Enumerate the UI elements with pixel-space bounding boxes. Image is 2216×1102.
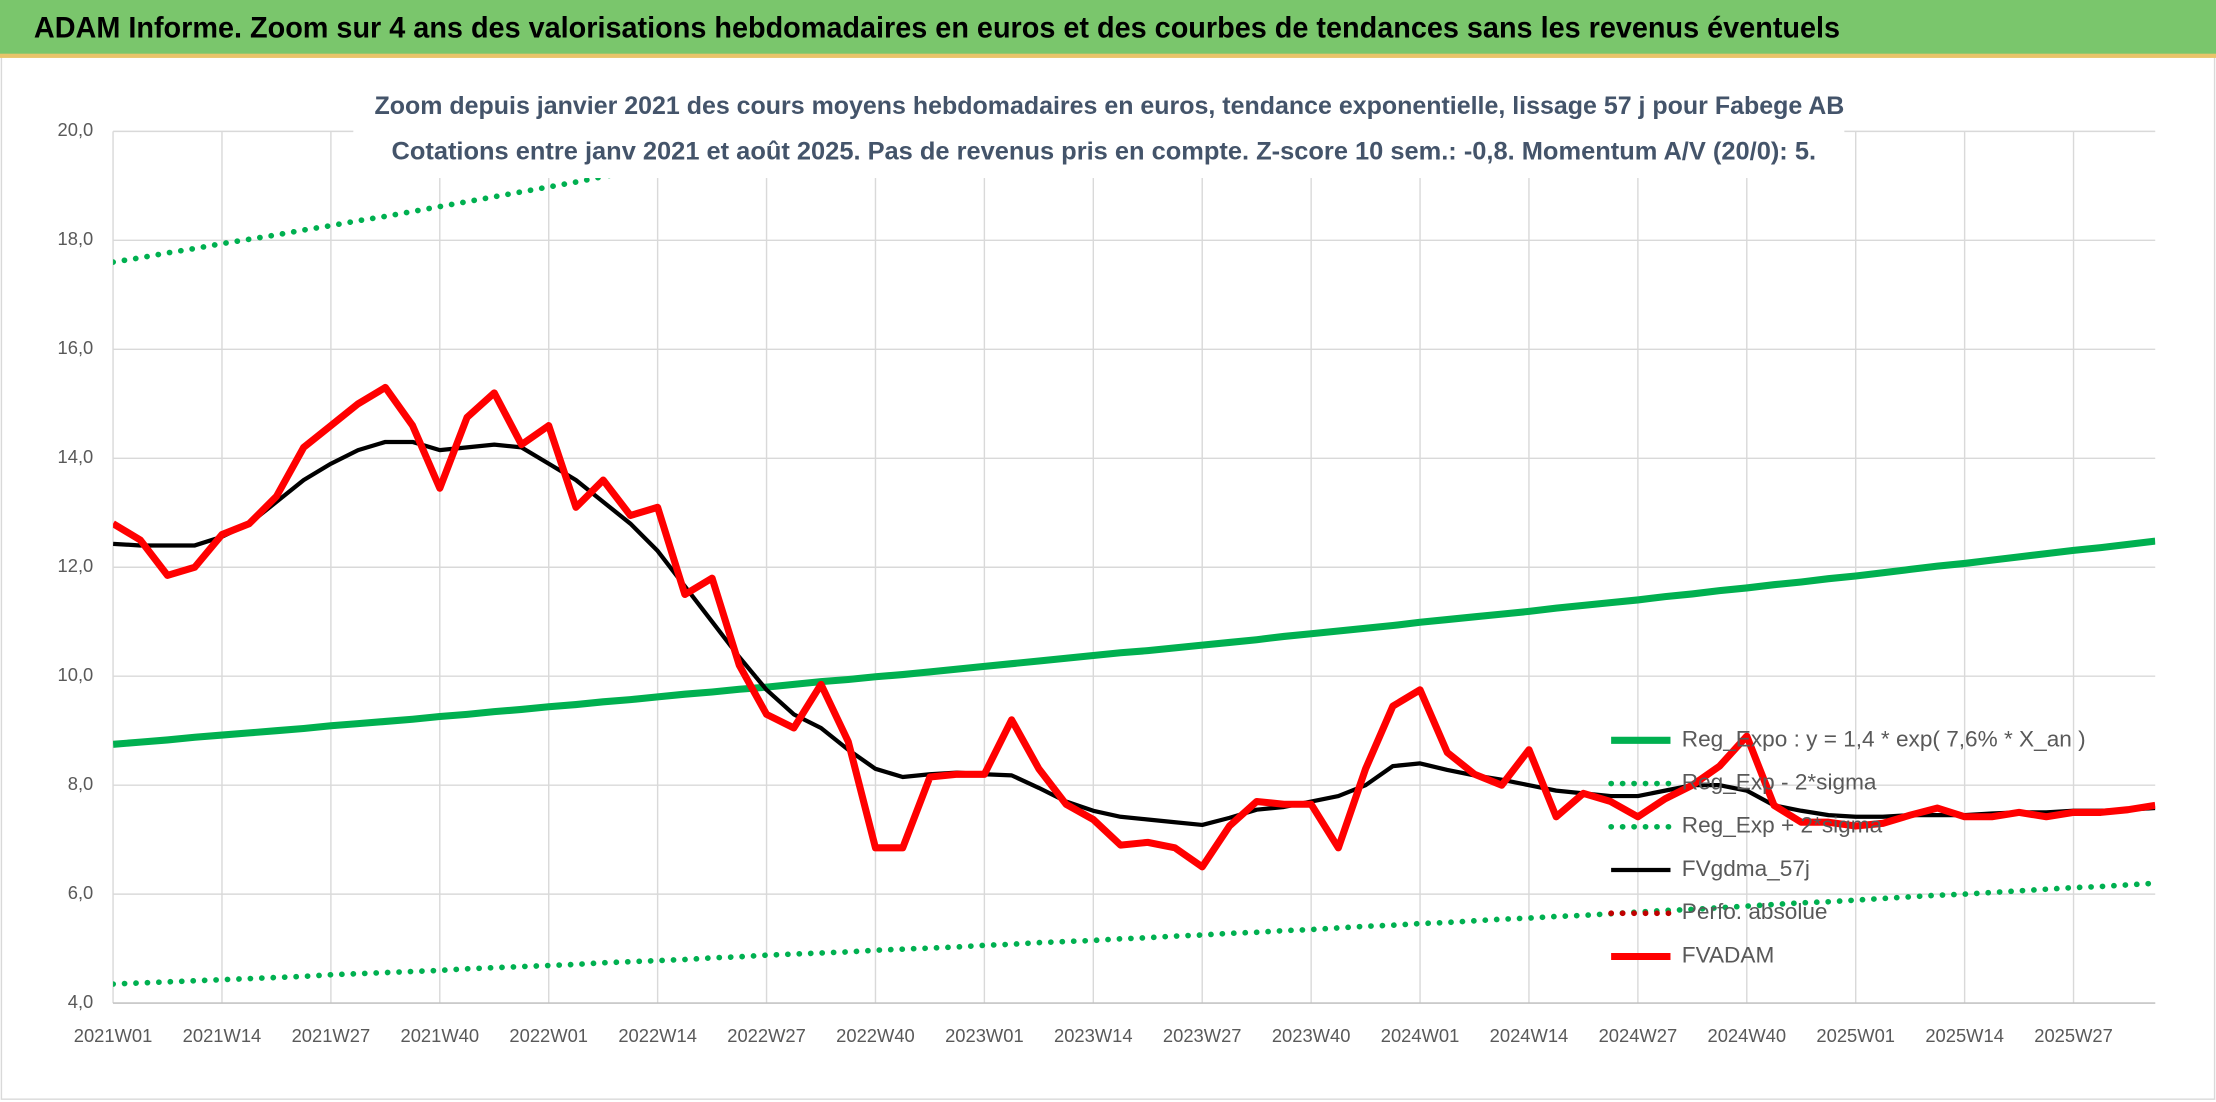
x-tick-label: 2023W40 xyxy=(1272,1025,1351,1046)
y-tick-label: 10,0 xyxy=(58,664,94,685)
x-tick-label: 2024W14 xyxy=(1490,1025,1569,1046)
legend-label: FVADAM xyxy=(1682,942,1774,967)
x-tick-label: 2024W27 xyxy=(1599,1025,1678,1046)
x-tick-label: 2021W27 xyxy=(292,1025,371,1046)
series-line xyxy=(113,383,2156,871)
y-tick-label: 4,0 xyxy=(68,991,94,1012)
x-tick-label: 2023W27 xyxy=(1163,1025,1242,1046)
plot-area xyxy=(113,131,2156,987)
y-tick-label: 14,0 xyxy=(58,446,94,467)
x-tick-label: 2023W14 xyxy=(1054,1025,1133,1046)
header-rule xyxy=(0,53,2216,58)
x-tick-label: 2022W40 xyxy=(836,1025,915,1046)
legend-label: Reg_Expo : y = 1,4 * exp( 7,6% * X_an ) xyxy=(1682,726,2086,751)
y-tick-label: 16,0 xyxy=(58,337,94,358)
x-tick-label: 2022W27 xyxy=(727,1025,806,1046)
x-tick-label: 2023W01 xyxy=(945,1025,1024,1046)
x-tick-label: 2025W01 xyxy=(1816,1025,1895,1046)
x-tick-label: 2025W27 xyxy=(2034,1025,2113,1046)
series-line xyxy=(113,880,2156,987)
x-tick-label: 2021W40 xyxy=(401,1025,480,1046)
header-bar xyxy=(0,0,2216,57)
legend-label: Perfo. absolue xyxy=(1682,899,1828,924)
x-tick-label: 2024W40 xyxy=(1707,1025,1786,1046)
series-line xyxy=(113,131,865,265)
x-tick-label: 2025W14 xyxy=(1925,1025,2004,1046)
subtitle-box xyxy=(353,81,1845,179)
subtitle-line: Cotations entre janv 2021 et août 2025. … xyxy=(391,137,1816,165)
x-tick-label: 2024W01 xyxy=(1381,1025,1460,1046)
y-tick-label: 20,0 xyxy=(58,119,94,140)
x-tick-label: 2022W01 xyxy=(509,1025,588,1046)
y-tick-label: 8,0 xyxy=(68,773,94,794)
legend-label: FVgdma_57j xyxy=(1682,856,1810,881)
legend-label: Reg_Exp - 2*sigma xyxy=(1682,770,1877,795)
y-tick-label: 12,0 xyxy=(58,555,94,576)
axes: 4,0 6,0 8,0 10,0 12,0 14,0 16,0 18,0 20,0 2021W01… xyxy=(58,119,2156,1046)
legend: Reg_Expo : y = 1,4 * exp( 7,6% * X_an ) R… xyxy=(1608,726,2086,967)
series-line xyxy=(113,537,2156,748)
x-tick-label: 2021W01 xyxy=(74,1025,153,1046)
chart-title: ADAM Informe. Zoom sur 4 ans des valoris… xyxy=(34,12,1840,45)
y-tick-label: 6,0 xyxy=(68,882,94,903)
x-tick-label: 2022W14 xyxy=(618,1025,697,1046)
legend-label: Reg_Exp + 2*sigma xyxy=(1682,813,1883,838)
y-tick-label: 18,0 xyxy=(58,228,94,249)
x-tick-label: 2021W14 xyxy=(183,1025,262,1046)
subtitle-line: Zoom depuis janvier 2021 des cours moyen… xyxy=(375,92,1845,120)
